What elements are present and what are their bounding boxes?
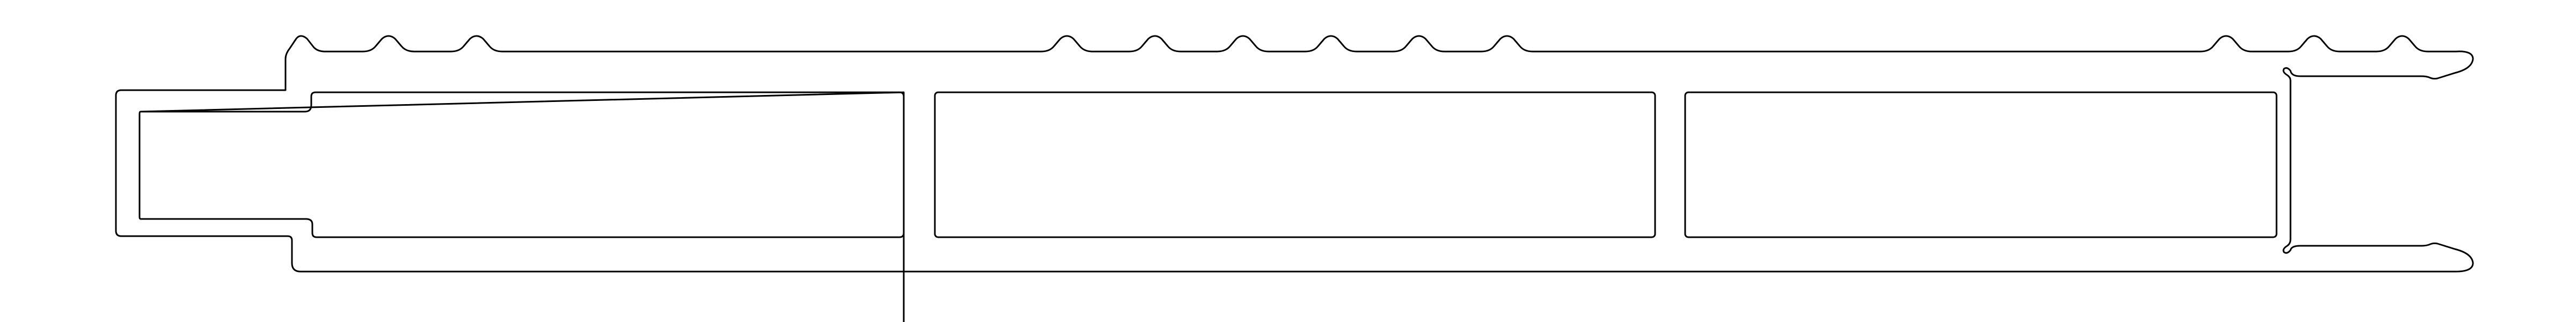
chamber-middle bbox=[934, 91, 1656, 238]
chamber-right bbox=[1684, 91, 2278, 238]
tongue-chamber-outline bbox=[138, 91, 905, 322]
board-outer-outline bbox=[115, 35, 2474, 273]
